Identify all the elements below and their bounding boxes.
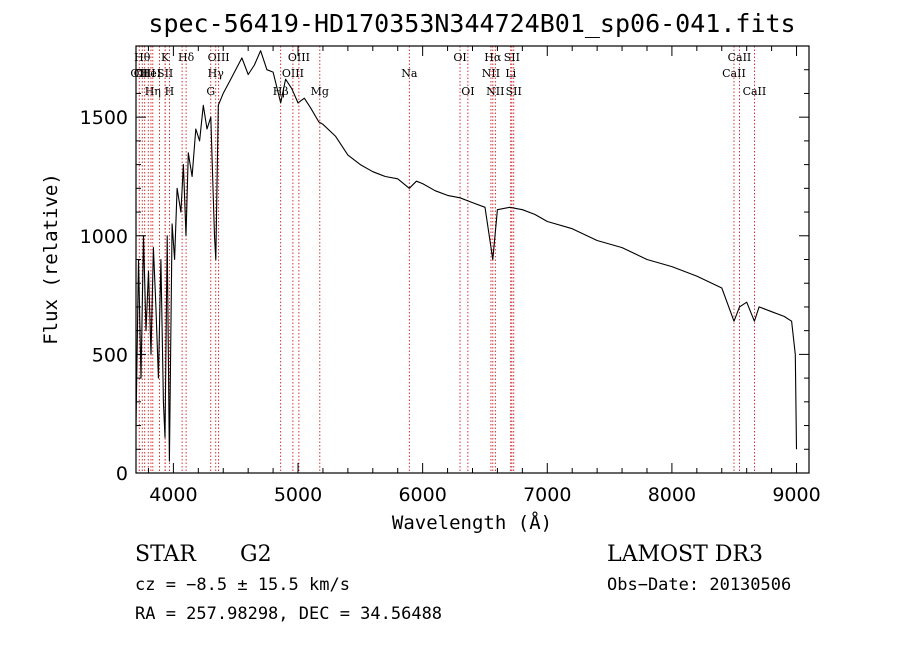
x-tick-label: 7000	[523, 484, 571, 506]
line-id-label: SII	[157, 67, 173, 80]
object-class: STAR	[135, 542, 197, 567]
line-id-label: HeI	[141, 67, 161, 80]
line-id-label: OIII	[282, 67, 304, 80]
chart-title: spec-56419-HD170353N344724B01_sp06-041.f…	[148, 9, 795, 38]
plot-frame	[135, 45, 810, 474]
line-id-label: Mg	[311, 85, 329, 98]
line-id-label: NII	[486, 85, 504, 98]
redshift-cz: cz = −8.5 ± 15.5 km/s	[135, 575, 350, 595]
line-id-label: CaII	[728, 51, 752, 64]
line-id-label: Hθ	[134, 51, 151, 64]
y-axis-label: Flux (relative)	[40, 173, 62, 345]
y-tick-label: 500	[92, 344, 128, 366]
x-tick-label: 6000	[398, 484, 446, 506]
line-id-labels: OIIHθOIIIHeIHηKSIIHHδGHγOIIIHβOIIIOIIIMg…	[130, 51, 766, 98]
spectrum-series	[135, 50, 798, 462]
y-tick-label: 1000	[80, 226, 128, 248]
line-markers	[138, 46, 755, 473]
coordinates: RA = 257.98298, DEC = 34.56488	[135, 604, 442, 624]
line-id-label: NII	[482, 67, 500, 80]
line-id-label: OIII	[208, 51, 230, 64]
line-id-label: CaII	[743, 85, 767, 98]
x-tick-label: 8000	[648, 484, 696, 506]
line-id-label: Li	[505, 67, 516, 80]
line-id-label: SII	[506, 85, 522, 98]
y-axis-ticks: 0 500 1000 1500	[80, 69, 809, 485]
line-id-label: OI	[453, 51, 466, 64]
x-tick-label: 9000	[772, 484, 820, 506]
x-axis-label: Wavelength (Å)	[392, 511, 552, 534]
line-id-label: OII	[130, 67, 148, 80]
spectral-subclass: G2	[240, 542, 272, 567]
line-id-label: OI	[461, 85, 474, 98]
spectrum-line	[135, 50, 798, 462]
line-id-label: Na	[401, 67, 418, 80]
line-id-label: G	[206, 85, 215, 98]
x-axis-ticks: 4000 5000 6000 7000 8000 9000	[147, 46, 821, 506]
survey-name: LAMOST DR3	[607, 542, 763, 567]
line-id-label: SII	[504, 51, 520, 64]
line-id-label: Hβ	[273, 85, 289, 98]
line-id-label: H	[165, 85, 175, 98]
observation-date: Obs−Date: 20130506	[607, 575, 791, 595]
y-tick-label: 1500	[80, 107, 128, 129]
line-id-label: OIII	[288, 51, 310, 64]
line-id-label: CaII	[722, 67, 746, 80]
line-id-label: K	[161, 51, 170, 64]
line-id-label: OIII	[134, 67, 156, 80]
y-tick-label: 0	[116, 463, 128, 485]
line-id-label: Hγ	[208, 67, 225, 80]
line-id-label: Hη	[145, 85, 161, 98]
x-tick-label: 4000	[149, 484, 197, 506]
line-id-label: Hα	[484, 51, 502, 64]
line-id-label: Hδ	[178, 51, 195, 64]
x-tick-label: 5000	[274, 484, 322, 506]
